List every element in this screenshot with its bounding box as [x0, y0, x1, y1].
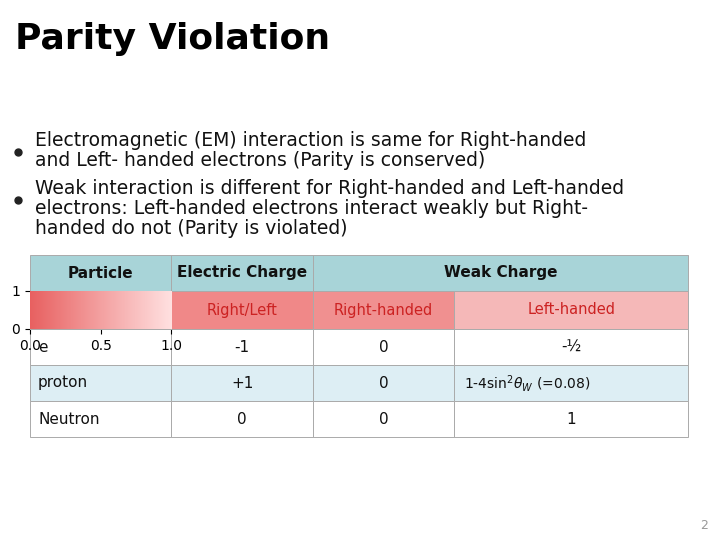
Bar	[454, 291, 688, 329]
Text: Neutron: Neutron	[38, 411, 99, 427]
Text: 0: 0	[379, 411, 389, 427]
Text: 0: 0	[379, 340, 389, 354]
Text: 0: 0	[379, 375, 389, 390]
Text: 0: 0	[238, 411, 247, 427]
Text: Left-handed: Left-handed	[527, 302, 615, 318]
Bar	[313, 255, 688, 291]
Bar	[454, 329, 688, 365]
Text: Electromagnetic (EM) interaction is same for Right-handed: Electromagnetic (EM) interaction is same…	[35, 131, 586, 150]
Bar	[171, 291, 313, 329]
Bar	[313, 401, 454, 437]
Text: electrons: Left-handed electrons interact weakly but Right-: electrons: Left-handed electrons interac…	[35, 199, 588, 218]
Text: +1: +1	[231, 375, 253, 390]
Bar	[313, 291, 454, 329]
Text: handed do not (Parity is violated): handed do not (Parity is violated)	[35, 219, 348, 238]
Text: 2: 2	[700, 519, 708, 532]
Text: and Left- handed electrons (Parity is conserved): and Left- handed electrons (Parity is co…	[35, 151, 485, 170]
Text: 1-4sin$^2\theta_W$ (=0.08): 1-4sin$^2\theta_W$ (=0.08)	[464, 373, 590, 394]
Bar	[171, 255, 313, 291]
Bar	[313, 329, 454, 365]
Text: -1: -1	[235, 340, 250, 354]
Text: Weak interaction is different for Right-handed and Left-handed: Weak interaction is different for Right-…	[35, 179, 624, 198]
Bar	[30, 365, 171, 401]
Text: Particle: Particle	[68, 266, 133, 280]
Text: -½: -½	[561, 340, 581, 354]
Text: Weak Charge: Weak Charge	[444, 266, 557, 280]
Text: proton: proton	[38, 375, 88, 390]
Text: Right-handed: Right-handed	[334, 302, 433, 318]
Bar	[30, 255, 171, 291]
Bar	[171, 401, 313, 437]
Text: Electric Charge: Electric Charge	[177, 266, 307, 280]
Bar	[171, 329, 313, 365]
Bar	[313, 365, 454, 401]
Text: Right/Left: Right/Left	[207, 302, 278, 318]
Bar	[454, 365, 688, 401]
Bar	[30, 401, 171, 437]
Bar	[30, 329, 171, 365]
Text: Parity Violation: Parity Violation	[15, 22, 330, 56]
Bar	[171, 365, 313, 401]
Bar	[454, 401, 688, 437]
Text: e: e	[38, 340, 48, 354]
Text: 1: 1	[567, 411, 576, 427]
